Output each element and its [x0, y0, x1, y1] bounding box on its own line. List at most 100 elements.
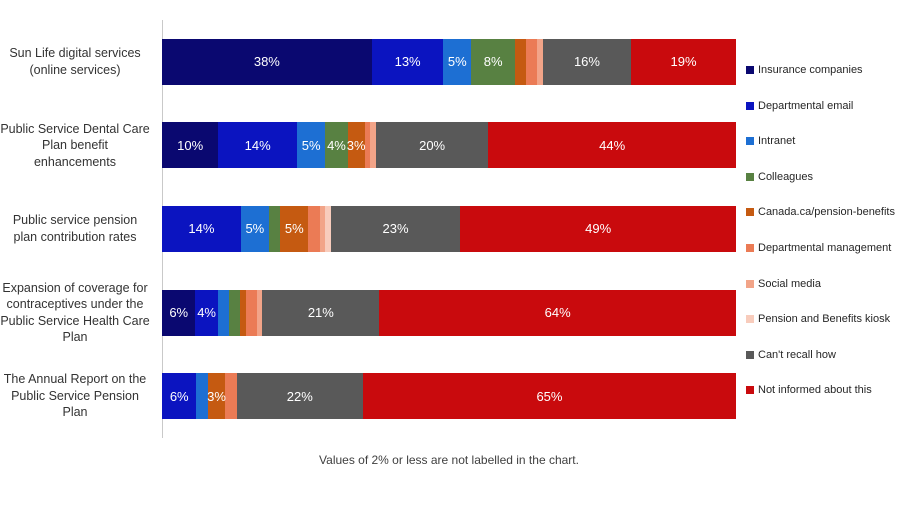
- category-label: Expansion of coverage for contraceptives…: [0, 280, 150, 345]
- stacked-bar: 6% 3% 22% 65%: [162, 373, 736, 420]
- legend-swatch-icon: [746, 66, 754, 74]
- legend-item-canada-ca-pension-benefits: Canada.ca/pension-benefits: [746, 206, 895, 218]
- bar-segment-intranet: 5%: [443, 38, 472, 85]
- data-label: 6%: [169, 388, 189, 404]
- bar-segment-canada-ca-pension-benefits: [515, 38, 527, 85]
- data-label: 3%: [207, 388, 226, 404]
- bar-segment-departmental-management: [526, 38, 538, 85]
- data-label: 22%: [286, 388, 313, 404]
- legend-label: Insurance companies: [758, 64, 863, 76]
- data-label: 4%: [197, 305, 216, 321]
- legend-swatch-icon: [746, 279, 754, 288]
- chart-caption: Values of 2% or less are not labelled in…: [319, 453, 579, 467]
- data-label: 19%: [670, 54, 697, 70]
- bar-segment-colleagues: [228, 289, 241, 336]
- data-label: 5%: [447, 54, 467, 70]
- bar-segment-canada-ca-pension-benefits: 3%: [346, 122, 366, 169]
- stacked-bar: 14% 5% 5% 23% 49%: [162, 205, 736, 252]
- data-label: 44%: [599, 137, 626, 153]
- legend-item-can-t-recall-how: Can't recall how: [746, 349, 895, 361]
- data-label: 14%: [188, 221, 215, 237]
- bar-segment-colleagues: 4%: [325, 122, 348, 169]
- legend-swatch-icon: [746, 243, 754, 252]
- bar-segment-intranet: 5%: [297, 122, 326, 169]
- bar-segment-departmental-email: 14%: [162, 205, 241, 252]
- bar-segment-intranet: [196, 373, 208, 420]
- bar-segment-can-t-recall-how: 16%: [542, 38, 632, 85]
- bar-segment-social-media: [319, 205, 326, 252]
- bar-segment-not-informed-about-this: 19%: [631, 38, 736, 85]
- data-label: 49%: [585, 221, 612, 237]
- legend-label: Departmental management: [758, 241, 892, 254]
- legend-swatch-icon: [746, 315, 754, 324]
- legend-label: Canada.ca/pension-benefits: [758, 206, 895, 219]
- bar-segment-colleagues: [268, 205, 281, 252]
- bar-segment-insurance-companies: 10%: [162, 122, 219, 169]
- legend-item-departmental-management: Departmental management: [746, 242, 895, 254]
- chart-row: Public service pension plan contribution…: [0, 187, 736, 271]
- data-label: 10%: [177, 137, 204, 153]
- bar-segment-canada-ca-pension-benefits: 3%: [207, 373, 226, 420]
- bar-segment-not-informed-about-this: 49%: [460, 205, 736, 252]
- data-label: 6%: [169, 305, 189, 321]
- legend-item-colleagues: Colleagues: [746, 171, 895, 183]
- legend-item-insurance-companies: Insurance companies: [746, 64, 895, 76]
- stacked-bar: 10% 14% 5% 4% 3% 20% 44%: [162, 122, 736, 169]
- category-label: Sun Life digital services (online servic…: [9, 46, 141, 77]
- bar-segment-can-t-recall-how: 22%: [236, 373, 363, 420]
- bar-segment-social-media: [537, 38, 543, 85]
- data-label: 20%: [419, 137, 446, 153]
- category-label: Public Service Dental Care Plan benefit …: [0, 121, 150, 169]
- data-label: 3%: [346, 137, 366, 153]
- legend-swatch-icon: [746, 172, 754, 181]
- data-label: 14%: [244, 137, 271, 153]
- bar-segment-intranet: 5%: [240, 205, 269, 252]
- legend-label: Social media: [758, 277, 821, 290]
- stacked-bar: 38% 13% 5% 8% 16% 19%: [162, 38, 736, 85]
- data-label: 5%: [245, 221, 265, 237]
- legend-item-pension-and-benefits-kiosk: Pension and Benefits kiosk: [746, 313, 895, 325]
- legend-label: Pension and Benefits kiosk: [758, 313, 891, 326]
- bar-segment-intranet: [217, 289, 229, 336]
- bar-segment-not-informed-about-this: 64%: [379, 289, 736, 336]
- data-label: 4%: [327, 137, 346, 153]
- bar-segment-pension-and-benefits-kiosk: [325, 205, 331, 252]
- chart-row: Sun Life digital services (online servic…: [0, 20, 736, 104]
- chart-row: Public Service Dental Care Plan benefit …: [0, 104, 736, 188]
- data-label: 23%: [382, 221, 409, 237]
- bar-segment-canada-ca-pension-benefits: 5%: [280, 205, 309, 252]
- legend-item-departmental-email: Departmental email: [746, 100, 895, 112]
- legend-item-intranet: Intranet: [746, 135, 895, 147]
- legend-swatch-icon: [746, 208, 754, 217]
- stacked-bar: 6% 4% 21% 64%: [162, 289, 736, 336]
- bar-segment-can-t-recall-how: 23%: [330, 205, 461, 252]
- bar-segment-departmental-management: [245, 289, 257, 336]
- chart-row: The Annual Report on the Public Service …: [0, 354, 736, 438]
- data-label: 16%: [573, 54, 600, 70]
- bar-segment-departmental-email: 4%: [195, 289, 218, 336]
- bar-segment-insurance-companies: 6%: [162, 289, 196, 336]
- legend-label: Can't recall how: [758, 348, 836, 361]
- bar-segment-social-media: [256, 289, 263, 336]
- data-label: 65%: [536, 388, 563, 404]
- category-label: The Annual Report on the Public Service …: [3, 372, 147, 420]
- bar-segment-departmental-management: [308, 205, 320, 252]
- data-label: 8%: [483, 54, 503, 70]
- legend-label: Not informed about this: [758, 384, 872, 397]
- bar-segment-departmental-management: [364, 122, 371, 169]
- data-label: 21%: [307, 305, 334, 321]
- bar-segment-departmental-email: 13%: [371, 38, 444, 85]
- legend-item-social-media: Social media: [746, 278, 895, 290]
- data-label: 5%: [301, 137, 321, 153]
- legend-swatch-icon: [746, 137, 754, 146]
- bar-segment-departmental-management: [225, 373, 237, 420]
- bar-segment-can-t-recall-how: 21%: [262, 289, 380, 336]
- bar-segment-colleagues: 8%: [471, 38, 516, 85]
- bar-segment-departmental-email: 14%: [218, 122, 298, 169]
- plot-rows: Sun Life digital services (online servic…: [0, 20, 736, 438]
- data-label: 38%: [253, 54, 280, 70]
- data-label: 13%: [394, 54, 421, 70]
- legend-swatch-icon: [746, 350, 754, 359]
- legend: Insurance companies Departmental email Int…: [746, 64, 895, 420]
